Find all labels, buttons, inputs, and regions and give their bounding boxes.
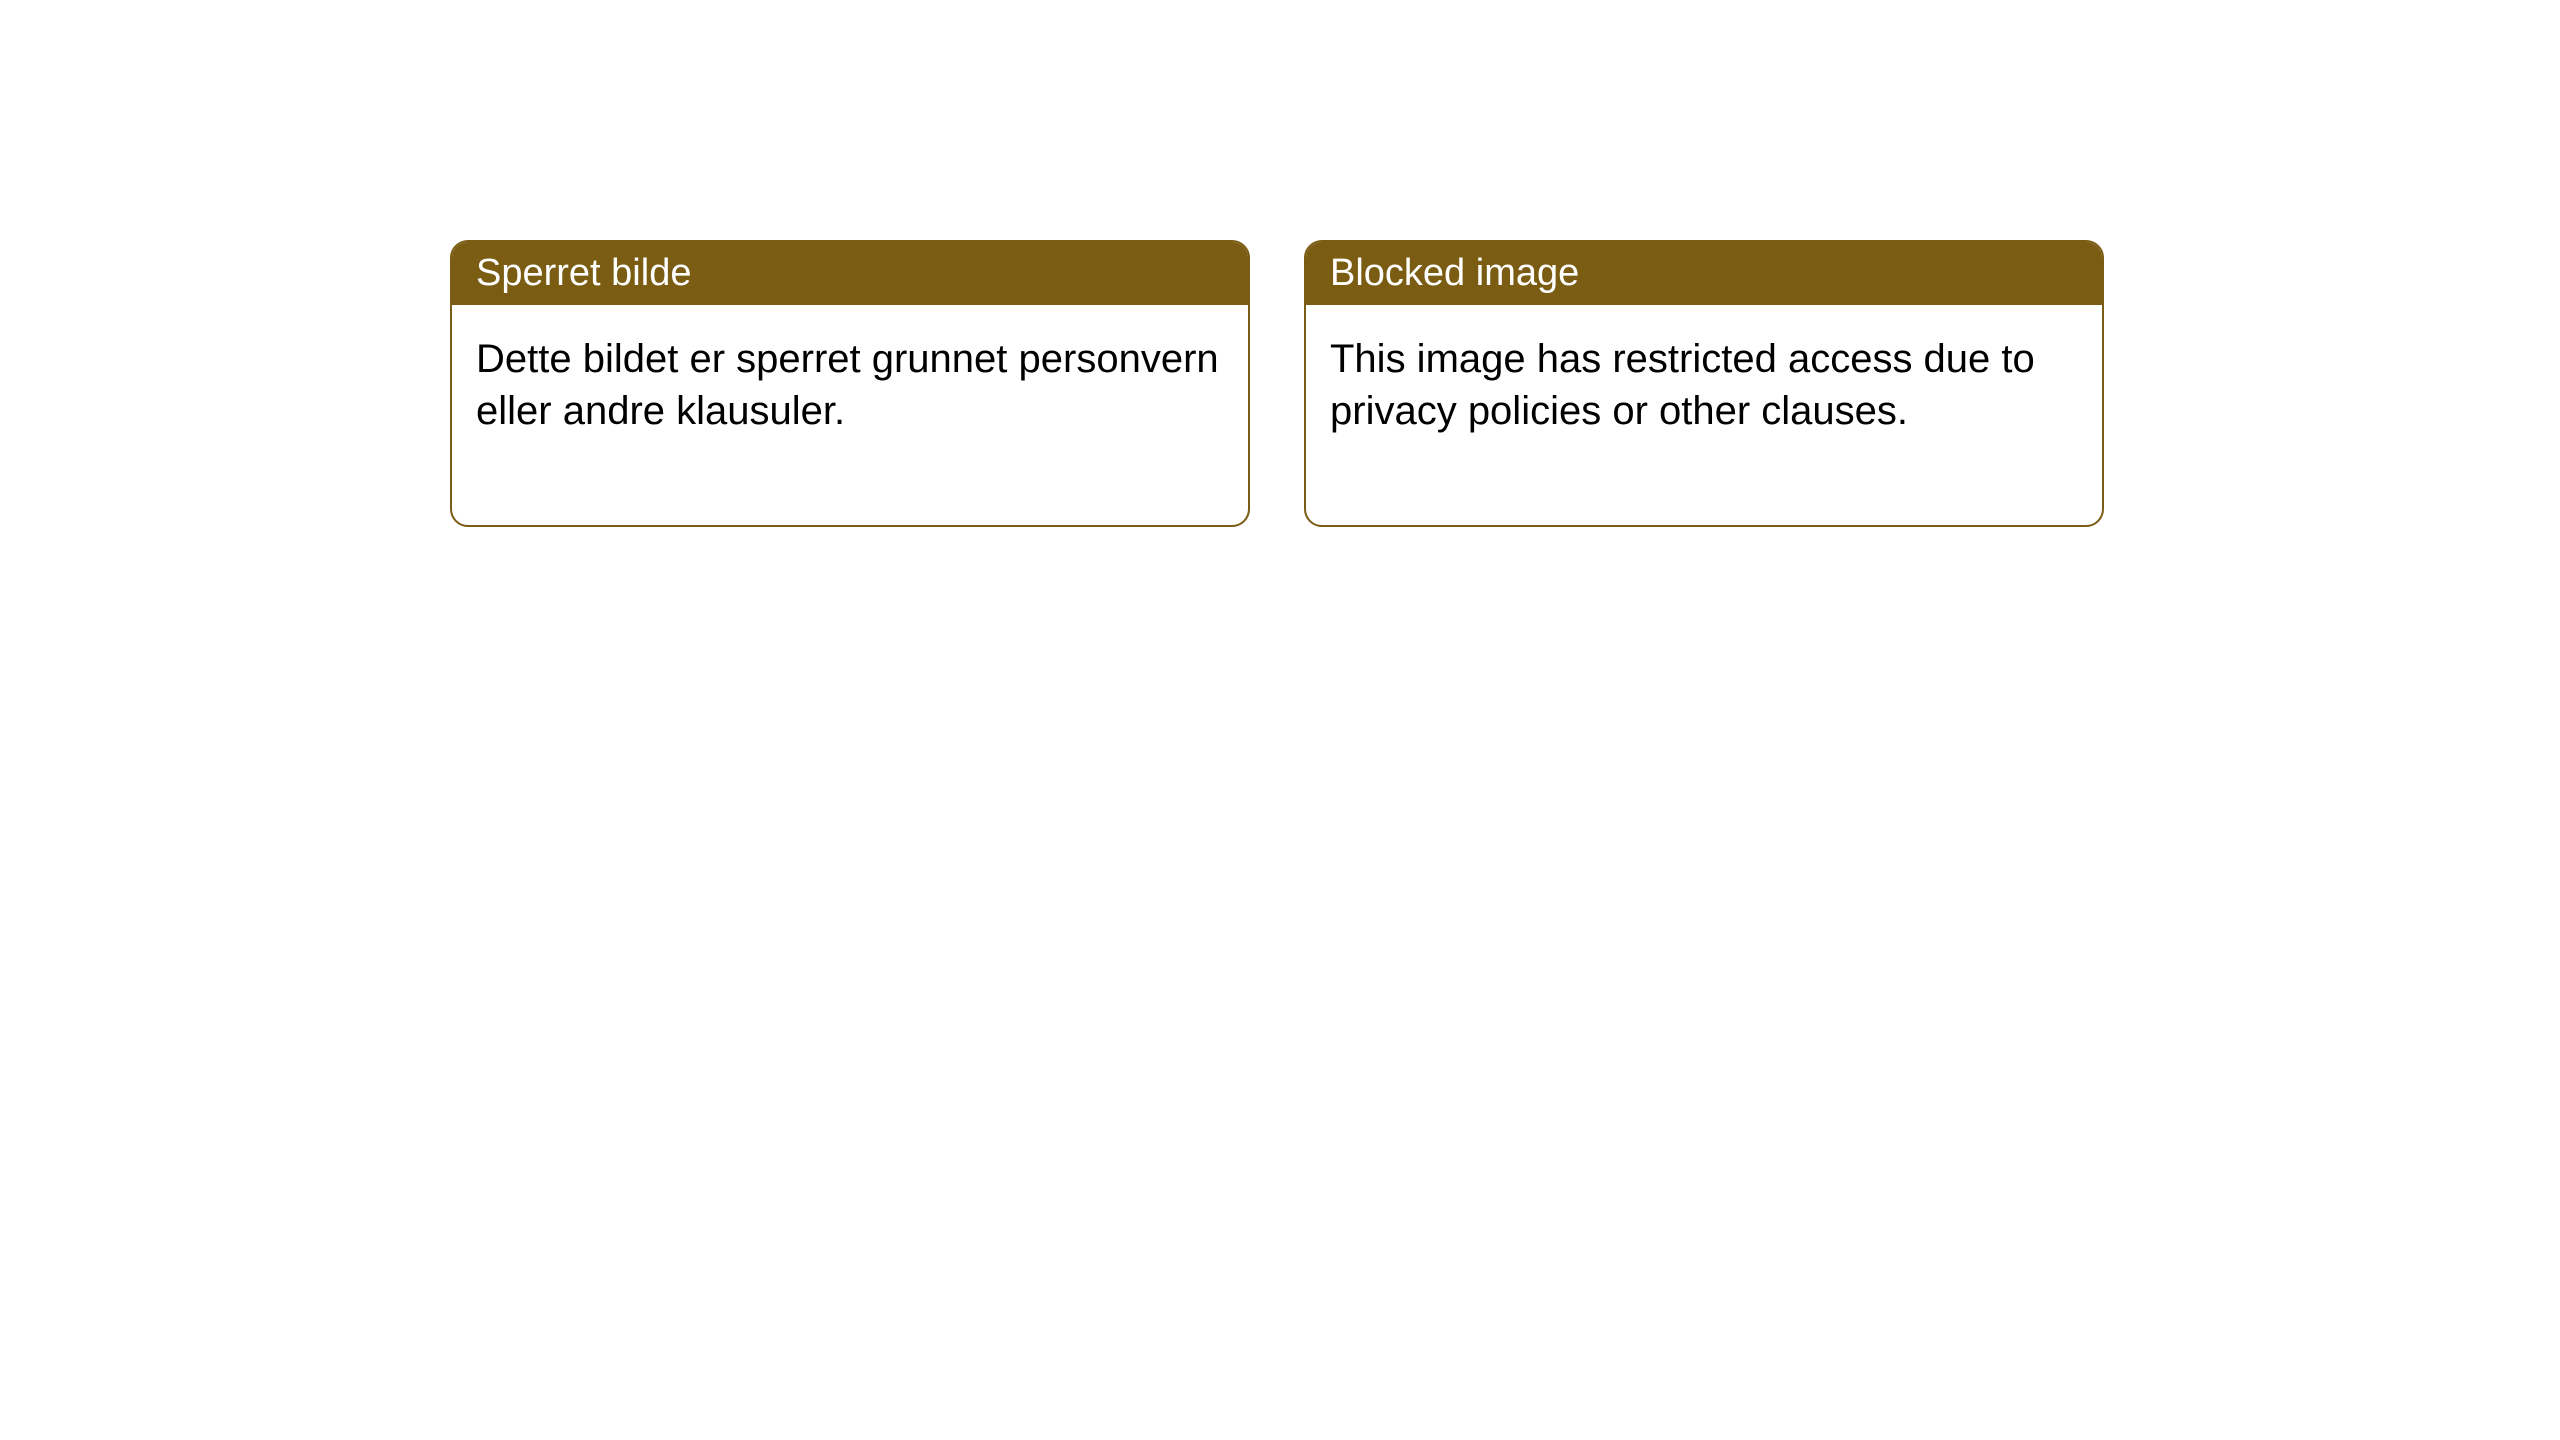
notice-header-english: Blocked image [1306,242,2102,305]
blocked-image-notice-container: Sperret bilde Dette bildet er sperret gr… [450,240,2104,527]
notice-card-english: Blocked image This image has restricted … [1304,240,2104,527]
notice-body-english: This image has restricted access due to … [1306,305,2102,525]
notice-header-norwegian: Sperret bilde [452,242,1248,305]
notice-body-norwegian: Dette bildet er sperret grunnet personve… [452,305,1248,525]
notice-card-norwegian: Sperret bilde Dette bildet er sperret gr… [450,240,1250,527]
